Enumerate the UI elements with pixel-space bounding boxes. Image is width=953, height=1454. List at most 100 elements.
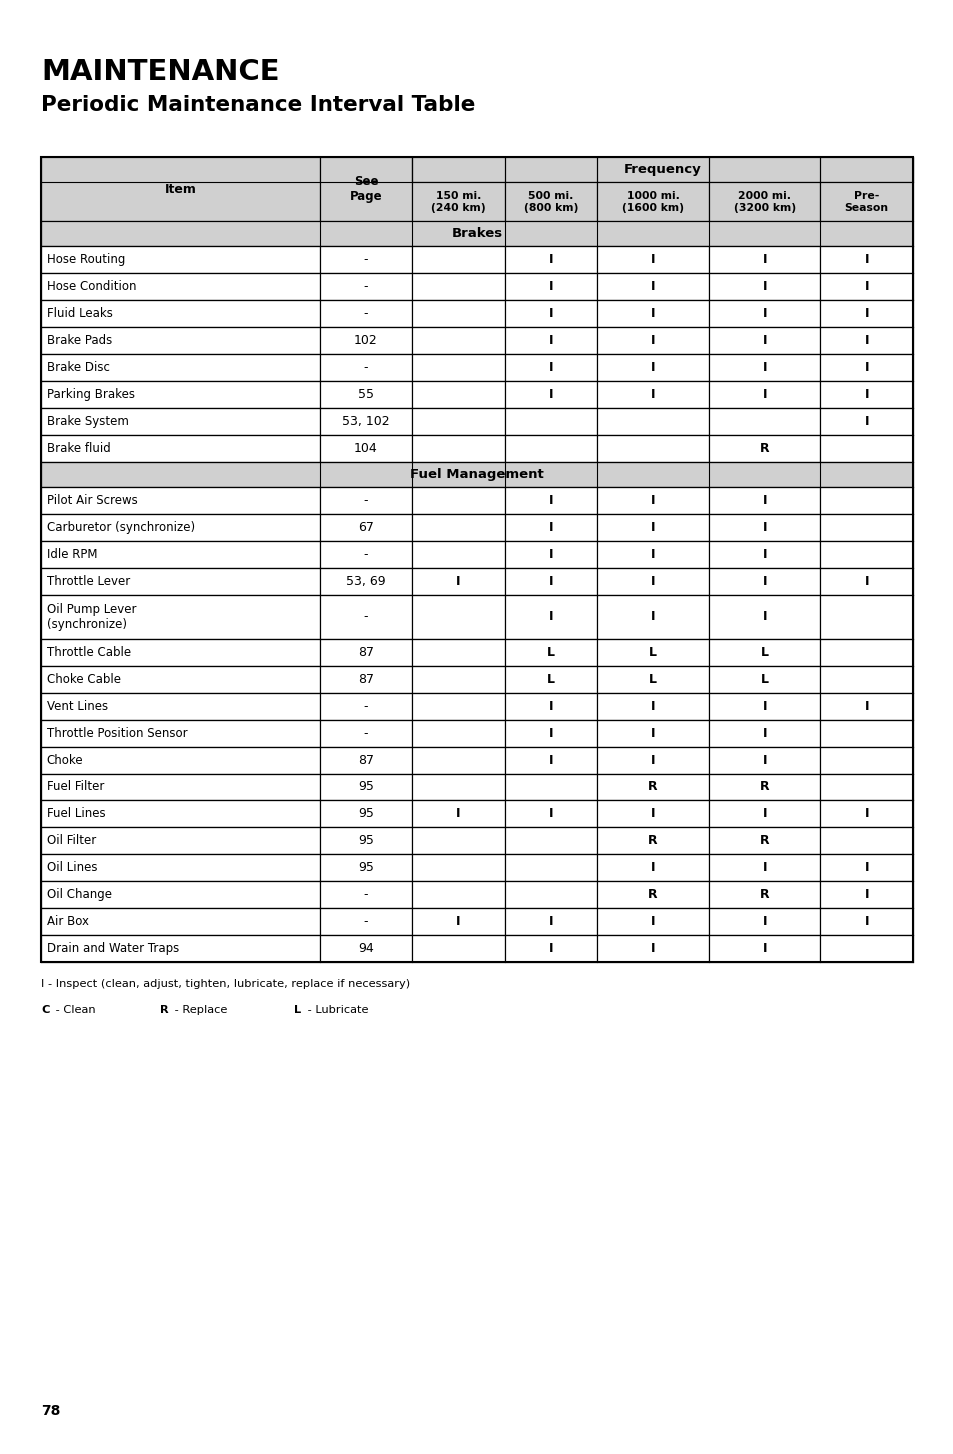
Text: I: I <box>863 414 868 427</box>
Bar <box>504 569 597 595</box>
Bar <box>820 720 912 747</box>
Bar <box>597 301 708 327</box>
Bar <box>597 694 708 720</box>
Bar <box>319 569 412 595</box>
Bar <box>597 881 708 907</box>
Bar <box>41 720 319 747</box>
Bar <box>504 747 597 774</box>
Bar <box>504 855 597 881</box>
Text: R: R <box>759 888 769 901</box>
Text: I: I <box>863 307 868 320</box>
Text: I: I <box>863 915 868 928</box>
Text: 87: 87 <box>357 646 374 659</box>
Text: -: - <box>363 548 368 561</box>
Bar <box>412 435 504 461</box>
Text: Brake fluid: Brake fluid <box>47 442 111 455</box>
Bar <box>319 273 412 301</box>
Bar <box>41 801 319 827</box>
Bar <box>504 694 597 720</box>
Bar <box>708 640 820 666</box>
Text: -: - <box>363 915 368 928</box>
Text: I: I <box>863 861 868 874</box>
Text: Fuel Filter: Fuel Filter <box>47 781 104 794</box>
Bar <box>708 569 820 595</box>
Bar <box>708 353 820 381</box>
Text: I: I <box>650 807 655 820</box>
Bar <box>820 353 912 381</box>
Text: Drain and Water Traps: Drain and Water Traps <box>47 942 179 955</box>
Bar <box>708 827 820 855</box>
Text: See
Page: See Page <box>350 174 382 204</box>
Bar <box>708 747 820 774</box>
Bar <box>319 774 412 801</box>
Bar <box>504 881 597 907</box>
Bar <box>820 541 912 569</box>
Bar <box>41 935 319 963</box>
Bar <box>708 246 820 273</box>
Bar <box>412 935 504 963</box>
Text: - Clean: - Clean <box>51 1005 95 1015</box>
Bar <box>504 301 597 327</box>
Text: I: I <box>863 361 868 374</box>
Text: Brake Pads: Brake Pads <box>47 334 112 348</box>
Text: I: I <box>548 699 553 712</box>
Bar <box>412 569 504 595</box>
Text: I: I <box>548 361 553 374</box>
Bar <box>504 935 597 963</box>
Bar <box>504 246 597 273</box>
Bar <box>504 541 597 569</box>
Text: -: - <box>363 699 368 712</box>
Bar <box>820 935 912 963</box>
Bar <box>41 221 912 246</box>
Bar <box>319 694 412 720</box>
Bar <box>820 515 912 541</box>
Text: I: I <box>650 574 655 587</box>
Bar <box>412 487 504 513</box>
Text: R: R <box>648 835 658 848</box>
Text: Oil Filter: Oil Filter <box>47 835 96 848</box>
Bar <box>412 246 504 273</box>
Bar <box>41 435 319 461</box>
Text: Pilot Air Screws: Pilot Air Screws <box>47 494 137 507</box>
Bar <box>319 935 412 963</box>
Bar <box>708 720 820 747</box>
Text: -: - <box>363 611 368 624</box>
Text: I: I <box>863 574 868 587</box>
Bar <box>319 747 412 774</box>
Bar <box>597 327 708 353</box>
Text: I: I <box>650 942 655 955</box>
Bar <box>504 666 597 694</box>
Text: I: I <box>548 521 553 534</box>
Text: I: I <box>548 548 553 561</box>
Text: I: I <box>761 253 766 266</box>
Text: Vent Lines: Vent Lines <box>47 699 108 712</box>
Bar <box>41 694 319 720</box>
Bar <box>319 801 412 827</box>
Bar <box>41 327 319 353</box>
Bar <box>597 907 708 935</box>
Bar <box>820 327 912 353</box>
Bar <box>597 774 708 801</box>
Bar <box>41 595 319 640</box>
Bar <box>820 487 912 513</box>
Bar <box>504 774 597 801</box>
Bar <box>412 881 504 907</box>
Bar <box>597 855 708 881</box>
Bar <box>820 640 912 666</box>
Text: I: I <box>650 521 655 534</box>
Bar <box>412 541 504 569</box>
Text: I: I <box>863 334 868 348</box>
Text: 150 mi.
(240 km): 150 mi. (240 km) <box>431 190 485 212</box>
Text: I - Inspect (clean, adjust, tighten, lubricate, replace if necessary): I - Inspect (clean, adjust, tighten, lub… <box>41 979 410 989</box>
Text: I: I <box>863 807 868 820</box>
Text: 78: 78 <box>41 1403 60 1418</box>
Bar <box>412 801 504 827</box>
Bar <box>820 827 912 855</box>
Bar <box>41 301 319 327</box>
Bar <box>597 935 708 963</box>
Text: I: I <box>761 753 766 766</box>
Bar <box>412 327 504 353</box>
Text: L: L <box>648 673 657 686</box>
Text: I: I <box>761 494 766 507</box>
Text: 1000 mi.
(1600 km): 1000 mi. (1600 km) <box>621 190 683 212</box>
